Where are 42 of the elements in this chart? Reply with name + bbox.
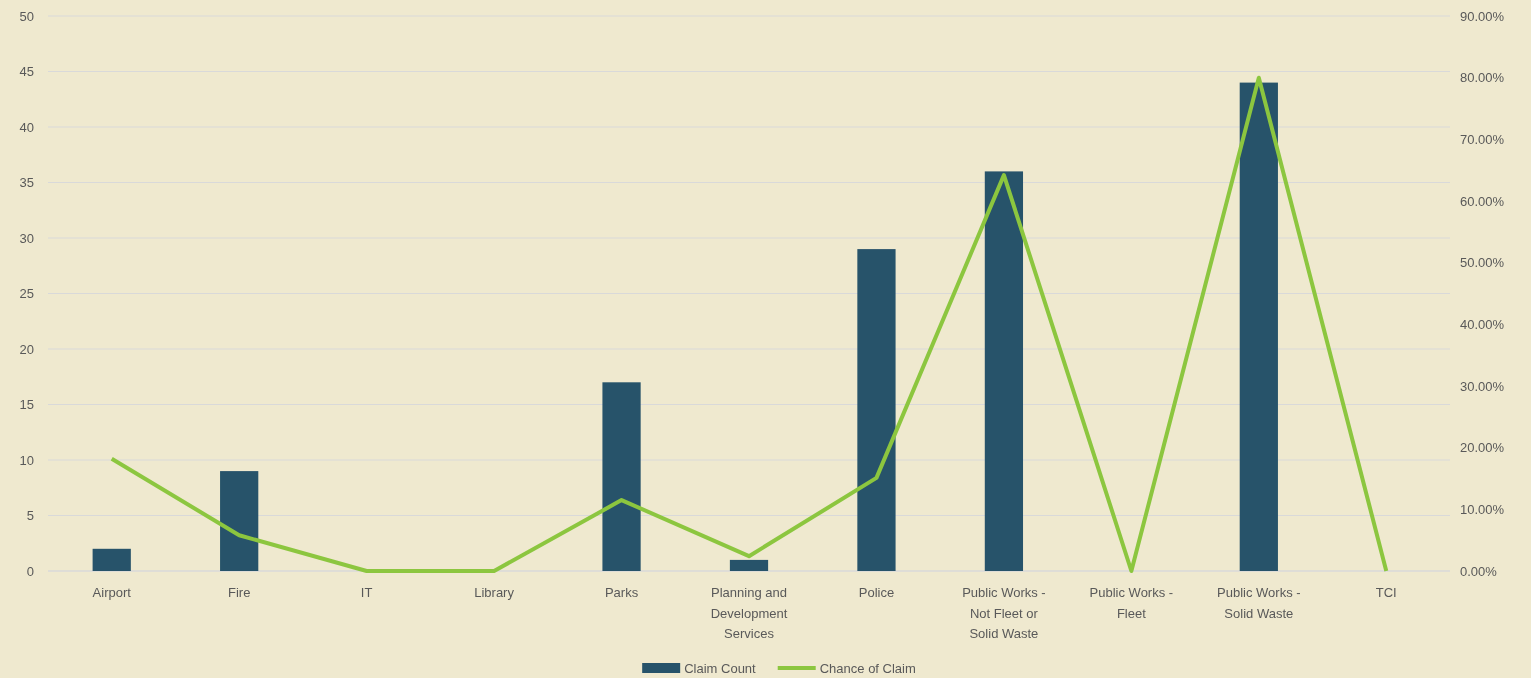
x-tick-label: IT <box>360 585 373 600</box>
x-tick-label: Public Works - Fleet <box>1089 585 1174 621</box>
bar <box>1239 82 1278 571</box>
bar <box>220 471 259 571</box>
x-tick-label: Public Works - Solid Waste <box>1217 585 1301 621</box>
bar <box>984 171 1024 571</box>
x-tick-label: Library <box>474 585 515 600</box>
x-tick-label: Airport <box>92 585 132 600</box>
y2-tick-label: 0.00% <box>1460 563 1498 579</box>
y-tick-label: 15 <box>19 397 34 413</box>
x-tick-label: Police <box>858 585 895 600</box>
y2-tick-label: 10.00% <box>1460 501 1505 517</box>
y2-tick-label: 20.00% <box>1460 440 1505 456</box>
y-tick-label: 40 <box>19 119 34 135</box>
y-tick-label: 25 <box>19 286 34 302</box>
y-tick-label: 45 <box>19 64 34 80</box>
y2-tick-label: 50.00% <box>1460 255 1505 271</box>
x-tick-label: Public Works - Not Fleet or Solid Waste <box>962 585 1046 641</box>
y-tick-label: 35 <box>19 175 34 191</box>
bar <box>729 559 769 571</box>
legend-label: Chance of Claim <box>819 661 916 676</box>
y-tick-label: 5 <box>26 508 34 524</box>
x-tick-label: TCI <box>1375 585 1397 600</box>
bar <box>92 548 131 571</box>
y-tick-label: 50 <box>19 8 34 24</box>
y-tick-label: 30 <box>19 230 34 246</box>
y-tick-label: 0 <box>26 563 34 579</box>
bar <box>857 249 896 571</box>
y2-tick-label: 30.00% <box>1460 378 1505 394</box>
bar <box>602 382 641 571</box>
x-tick-label: Parks <box>604 585 639 600</box>
x-tick-label: Planning and Development Services <box>710 585 788 641</box>
y2-tick-label: 80.00% <box>1460 70 1505 86</box>
line-series <box>109 75 1389 573</box>
y2-tick-label: 40.00% <box>1460 316 1505 332</box>
legend-label: Claim Count <box>684 661 757 676</box>
x-tick-label: Fire <box>227 585 251 600</box>
y-tick-label: 20 <box>19 341 34 357</box>
y2-tick-label: 70.00% <box>1460 131 1505 147</box>
y2-tick-label: 90.00% <box>1460 8 1505 24</box>
y2-tick-label: 60.00% <box>1460 193 1505 209</box>
y-tick-label: 10 <box>19 452 34 468</box>
